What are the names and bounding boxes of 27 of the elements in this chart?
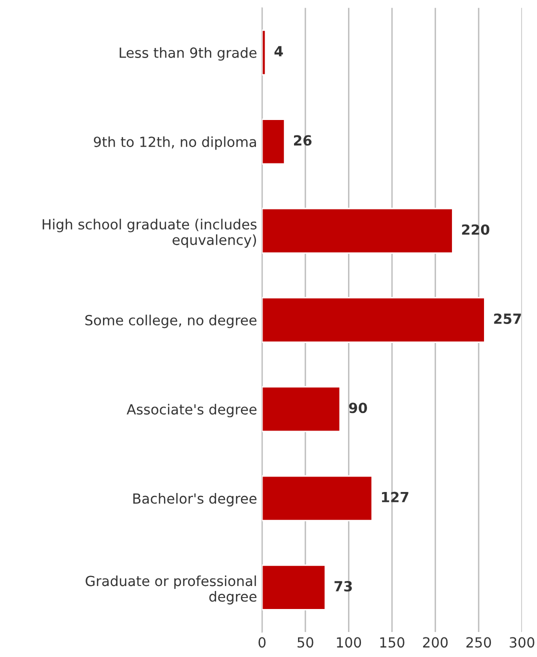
x-tick-label: 50 <box>298 637 314 648</box>
data-label: 127 <box>382 492 408 502</box>
x-tick-label: 300 <box>510 637 534 648</box>
y-tick-label: 9th to 12th, no diploma <box>94 136 256 150</box>
y-tick-label: High school graduate (includes equvalency) <box>42 218 257 248</box>
bar <box>262 296 486 343</box>
x-tick-label: 200 <box>423 637 448 648</box>
data-label: 26 <box>294 135 312 146</box>
data-label: 257 <box>494 313 521 324</box>
data-label: 90 <box>349 402 368 414</box>
y-tick-label: Less than 9th grade <box>120 47 256 61</box>
y-tick-label: Graduate or professional degree <box>86 575 256 604</box>
bar <box>262 118 286 165</box>
x-tick-label: 0 <box>258 637 266 648</box>
bar <box>262 208 454 254</box>
y-tick-label: Associate's degree <box>126 404 256 418</box>
x-tick-label: 250 <box>466 637 491 648</box>
y-tick-label: Some college, no degree <box>85 314 256 328</box>
data-label: 220 <box>462 224 490 235</box>
data-label: 4 <box>274 46 283 56</box>
bar <box>262 475 373 522</box>
x-tick-label: 100 <box>336 637 362 648</box>
bar <box>262 564 326 610</box>
x-tick-label: 150 <box>380 637 404 648</box>
y-tick-label: Bachelor's degree <box>133 493 256 506</box>
data-label: 73 <box>334 580 352 592</box>
bar <box>262 386 341 432</box>
